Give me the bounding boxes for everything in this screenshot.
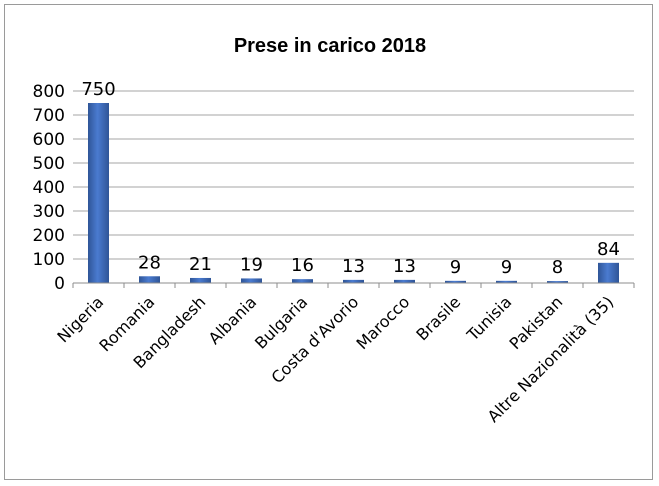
y-tick-label: 100 [33,250,65,270]
data-label: 9 [501,257,512,278]
bar [445,280,466,283]
bar [343,279,364,283]
data-label: 84 [597,239,620,260]
y-tick-label: 700 [33,106,65,126]
x-category-label: Brasile [412,292,464,344]
bar [394,279,415,283]
chart-title: Prese in carico 2018 [234,35,426,57]
x-category-label: Marocco [353,292,414,353]
bars [88,103,619,283]
data-label: 16 [291,255,314,276]
x-category-label: Costa d'Avorio [268,292,363,387]
y-tick-label: 600 [33,130,65,150]
data-label: 750 [81,79,115,100]
data-label: 21 [189,254,212,275]
y-tick-label: 0 [54,274,65,294]
gridlines [73,90,634,260]
y-axis-tick-labels: 0 100 200 300 400 500 600 700 800 [33,82,65,294]
chart-frame [4,4,653,480]
bar [598,262,619,283]
bar [241,278,262,283]
data-labels: 750 28 21 19 16 13 13 9 9 8 84 [81,79,620,278]
data-label: 9 [450,257,461,278]
y-tick-label: 400 [33,178,65,198]
bar [496,280,517,283]
y-tick-label: 200 [33,226,65,246]
bar [547,281,568,283]
bar [139,276,160,283]
x-axis [72,282,635,288]
bar [292,279,313,283]
data-label: 19 [240,254,263,275]
data-label: 8 [552,257,563,278]
bar [190,277,211,283]
data-label: 13 [342,256,365,277]
x-axis-category-labels: NigeriaRomaniaBangladeshAlbaniaBulgariaC… [53,292,617,426]
y-tick-label: 500 [33,154,65,174]
bar [88,103,109,283]
data-label: 28 [138,252,161,273]
y-tick-label: 300 [33,202,65,222]
y-tick-label: 800 [33,82,65,102]
data-label: 13 [393,256,416,277]
